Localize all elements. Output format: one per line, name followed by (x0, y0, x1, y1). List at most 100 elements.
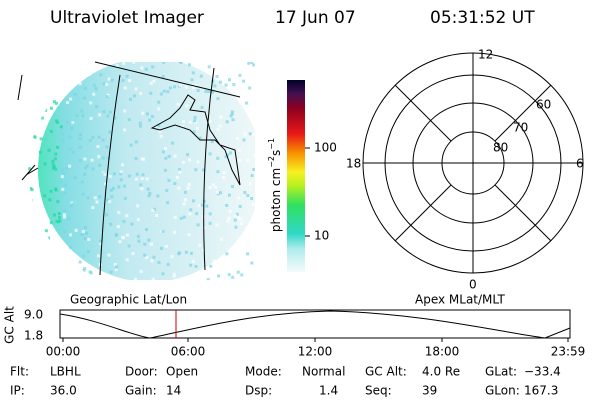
footer: Flt: LBHL Door: Open Mode: Normal GC Alt: 4.0 R… (10, 365, 561, 398)
speckle (219, 237, 223, 241)
orbit-y-tick: 1.8 (24, 329, 43, 343)
speckle (73, 266, 77, 270)
speckle (125, 258, 129, 262)
speckle (45, 253, 49, 257)
hour-label: 6 (576, 157, 584, 171)
speckle (67, 71, 71, 75)
coastline (21, 164, 39, 181)
speckle (43, 162, 47, 166)
speckle (49, 189, 53, 193)
speckle (42, 240, 46, 244)
speckle (122, 62, 126, 65)
speckle (54, 101, 58, 105)
speckle (32, 100, 36, 104)
speckle (31, 229, 35, 233)
speckle (155, 124, 159, 128)
speckle (230, 110, 234, 114)
speckle (73, 92, 77, 96)
speckle (80, 109, 84, 113)
field-label: GC Alt: (365, 365, 407, 379)
speckle (144, 67, 148, 71)
speckle (247, 114, 251, 118)
speckle (30, 188, 34, 192)
speckle (84, 166, 88, 170)
speckle (250, 261, 254, 265)
speckle (109, 188, 113, 192)
speckle (87, 237, 91, 241)
speckle (140, 157, 144, 161)
speckle (130, 222, 134, 226)
speckle (172, 274, 176, 278)
speckle (207, 90, 211, 94)
speckle (184, 250, 188, 254)
speckle (173, 230, 177, 234)
speckle (82, 268, 86, 272)
lat-label: 60 (536, 98, 551, 112)
speckle (243, 191, 247, 195)
speckle (155, 213, 159, 217)
speckle (208, 152, 212, 156)
speckle (226, 153, 230, 157)
speckle (187, 63, 191, 67)
speckle (115, 265, 119, 269)
speckle (129, 143, 133, 147)
speckle (240, 273, 244, 277)
speckle (30, 97, 34, 101)
speckle (117, 185, 121, 189)
speckle (230, 185, 234, 189)
speckle (235, 136, 239, 140)
field-label: Seq: (365, 384, 392, 398)
speckle (105, 145, 109, 149)
speckle (101, 138, 105, 142)
speckle (52, 213, 56, 217)
speckle (228, 209, 232, 213)
speckle (216, 97, 220, 101)
speckle (253, 265, 255, 269)
speckle (42, 72, 46, 76)
speckle (117, 210, 121, 214)
speckle (60, 175, 64, 179)
speckle (151, 277, 155, 280)
speckle (80, 180, 84, 184)
speckle (40, 116, 44, 120)
speckle (71, 121, 75, 125)
speckle (206, 278, 210, 280)
speckle (188, 212, 192, 216)
speckle (157, 261, 161, 265)
speckle (216, 191, 220, 195)
speckle (186, 153, 190, 157)
speckle (237, 251, 241, 255)
speckle (118, 240, 122, 244)
speckle (108, 200, 112, 204)
speckle (216, 127, 220, 131)
speckle (65, 166, 69, 170)
speckle (176, 102, 180, 106)
speckle (187, 182, 191, 186)
speckle (78, 159, 82, 163)
speckle (136, 218, 140, 222)
field-label: IP: (10, 384, 25, 398)
speckle (190, 78, 194, 82)
speckle (178, 62, 182, 64)
speckle (151, 208, 155, 212)
speckle (101, 156, 105, 160)
speckle (221, 66, 225, 70)
speckle (122, 219, 126, 223)
speckle (253, 246, 255, 250)
speckle (163, 168, 167, 172)
speckle (43, 194, 47, 198)
speckle (199, 74, 203, 78)
speckle (246, 194, 250, 198)
speckle (165, 188, 169, 192)
speckle (251, 133, 255, 137)
speckle (136, 204, 140, 208)
speckle (89, 101, 93, 105)
speckle (32, 134, 36, 138)
speckle (54, 152, 58, 156)
speckle (46, 64, 50, 68)
speckle (105, 83, 109, 87)
speckle (93, 196, 97, 200)
speckle (97, 155, 101, 159)
speckle (208, 212, 212, 216)
